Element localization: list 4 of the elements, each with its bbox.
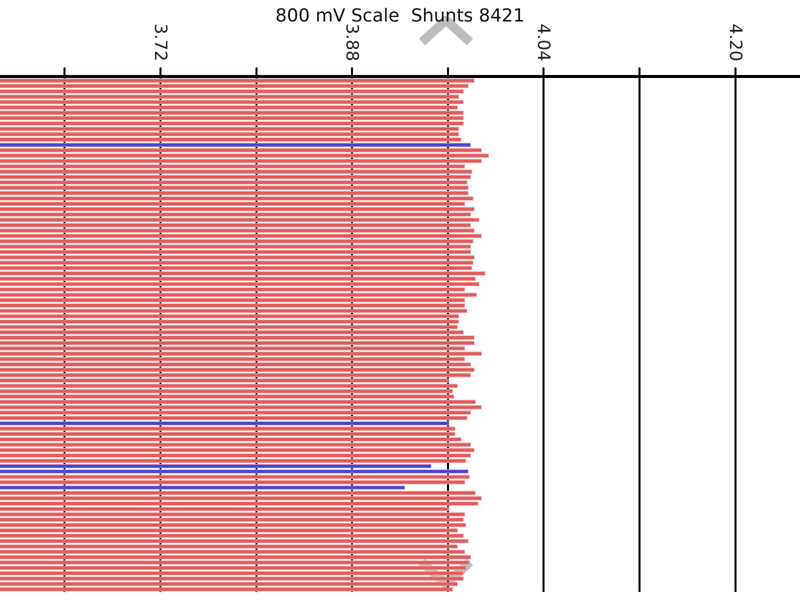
x-tick-label: 3.88 [342, 23, 362, 62]
x-tick-label: 4.20 [724, 23, 745, 62]
x-tick-label: 3.72 [150, 23, 170, 62]
x-tick-label: 4.04 [533, 23, 554, 62]
